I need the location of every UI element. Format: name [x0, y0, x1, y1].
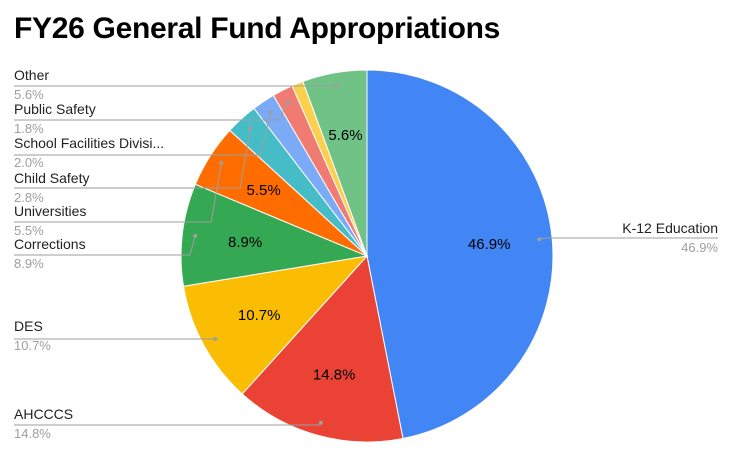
pie-slice-other [302, 69, 368, 257]
leader-line [14, 162, 222, 223]
callout-name-k-12-education: K-12 Education [622, 220, 718, 236]
pie-slice-k-12-education [366, 69, 554, 440]
callout-name-corrections: Corrections [14, 236, 86, 252]
leader-dot [268, 110, 273, 115]
callout-percent-public-safety: 1.8% [14, 121, 44, 136]
callout-percent-child-safety: 2.8% [14, 190, 44, 205]
leader-line [14, 235, 196, 256]
slice-value-label: 5.5% [246, 182, 280, 199]
callout-percent-school-facilities-divisi: 2.0% [14, 155, 44, 170]
chart-title: FY26 General Fund Appropriations [14, 12, 501, 45]
pie-slice-ahcccs [241, 254, 404, 443]
callout-percent-k-12-education: 46.9% [681, 240, 718, 255]
callout-percent-des: 10.7% [14, 338, 51, 353]
leader-line [14, 112, 272, 156]
leader-line [14, 101, 289, 121]
leader-dot [213, 336, 218, 341]
slice-value-label: 14.8% [313, 366, 356, 383]
leader-line [14, 128, 251, 189]
slice-value-label: 8.9% [228, 234, 262, 251]
callout-name-child-safety: Child Safety [14, 170, 89, 186]
leader-line [14, 422, 322, 426]
leader-dot [193, 233, 198, 238]
callout-name-other: Other [14, 67, 49, 83]
callout-name-ahcccs: AHCCCS [14, 406, 73, 422]
callout-percent-corrections: 8.9% [14, 256, 44, 271]
callout-name-universities: Universities [14, 203, 86, 219]
callout-percent-ahcccs: 14.8% [14, 426, 51, 441]
pie-slice-des [182, 255, 369, 395]
slice-value-label: 5.6% [328, 127, 362, 144]
slice-value-label: 46.9% [468, 236, 511, 253]
callout-percent-universities: 5.5% [14, 223, 44, 238]
callout-name-public-safety: Public Safety [14, 101, 96, 117]
leader-dot [248, 126, 253, 131]
slice-value-label: 10.7% [238, 307, 281, 324]
leader-line [539, 237, 718, 240]
callout-percent-other: 5.6% [14, 87, 44, 102]
callout-name-school-facilities-divisi: School Facilities Divisi... [14, 135, 164, 151]
callout-name-des: DES [14, 318, 43, 334]
